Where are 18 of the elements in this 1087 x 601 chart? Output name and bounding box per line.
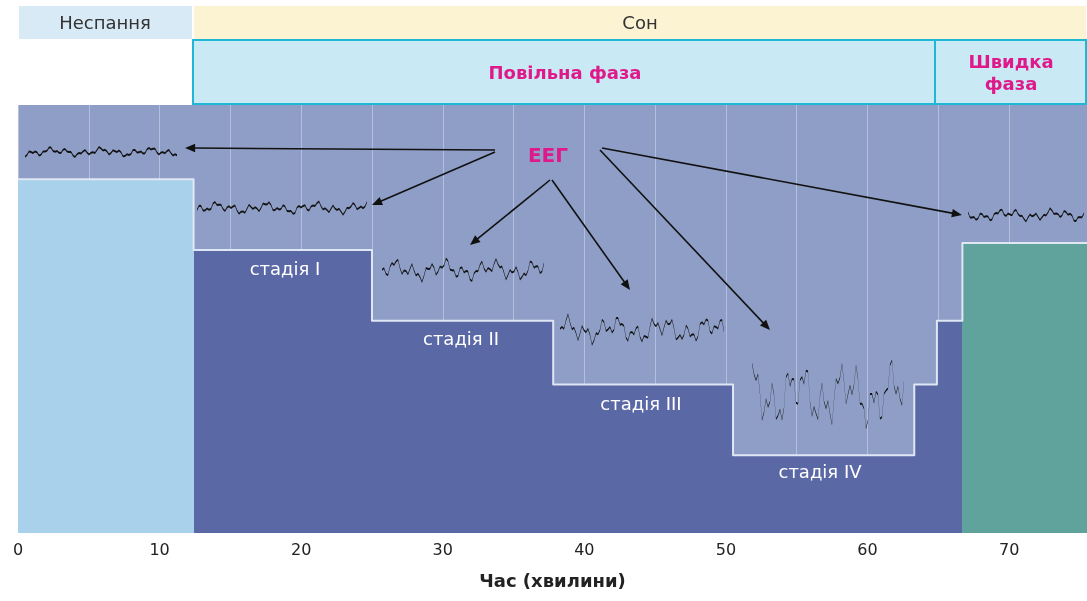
text: Швидка фаза (968, 51, 1054, 94)
x-tick-label: 20 (291, 539, 312, 559)
text: Повільна фаза (488, 62, 642, 83)
x-tick-label: 60 (857, 539, 878, 559)
x-tick-label: 0 (12, 539, 24, 559)
x-tick-label: 50 (715, 539, 737, 559)
x-tick-label: 10 (149, 539, 170, 559)
annotation: стадія III (600, 393, 682, 414)
x-tick-label: 30 (432, 539, 453, 559)
text: ЕЕГ (527, 143, 569, 167)
text: Неспання (59, 12, 151, 33)
x-axis-title: Час (хвилини) (479, 569, 626, 591)
annotation: стадія IV (778, 461, 863, 482)
annotation: стадія I (249, 258, 321, 279)
x-tick-label: 40 (574, 539, 595, 559)
annotation: стадія II (422, 328, 500, 349)
x-tick-label: 70 (998, 539, 1020, 559)
text: Сон (622, 12, 658, 33)
